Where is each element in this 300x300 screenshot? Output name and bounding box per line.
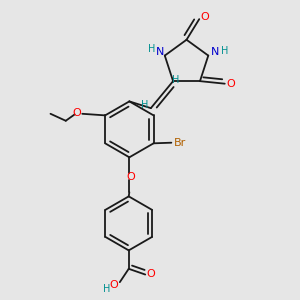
Text: H: H [148,44,155,54]
Text: Br: Br [174,138,186,148]
Text: O: O [109,280,118,290]
Text: O: O [73,108,82,118]
Text: H: H [141,100,149,110]
Text: O: O [201,12,209,22]
Text: H: H [172,75,179,85]
Text: N: N [156,47,164,57]
Text: H: H [221,46,229,56]
Text: O: O [226,79,235,89]
Text: N: N [211,47,219,57]
Text: H: H [103,284,111,294]
Text: O: O [147,269,155,279]
Text: O: O [127,172,135,182]
